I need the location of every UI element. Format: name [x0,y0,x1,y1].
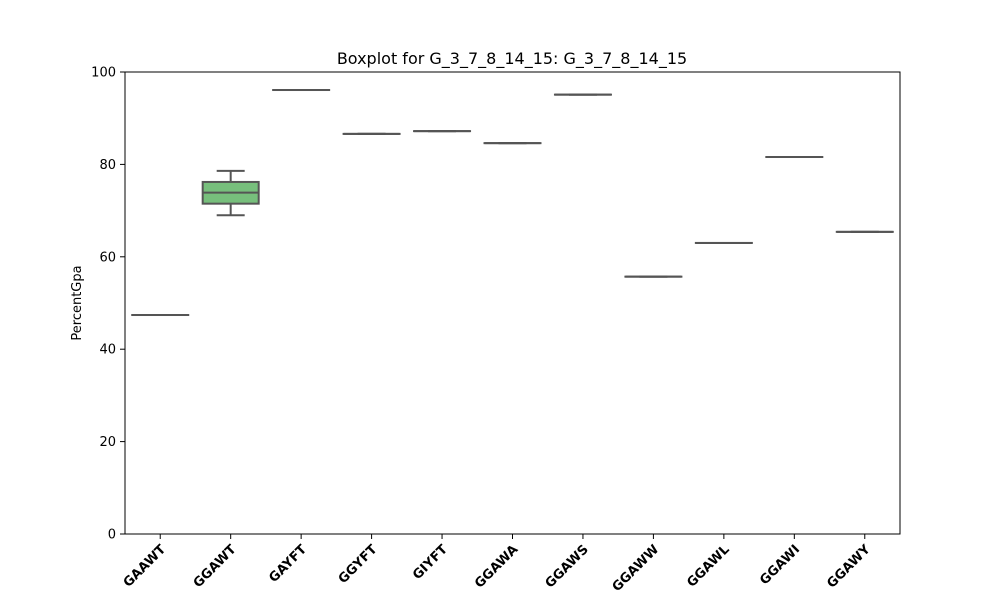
x-tick-label: GAYFT [266,542,310,586]
x-tick-label: GGAWY [824,542,874,592]
box-series [131,89,894,317]
x-tick-label: GGAWS [543,542,592,591]
x-tick-label: GGAWW [610,542,663,595]
x-tick-label: GGAWA [472,542,521,591]
plot-frame [124,71,901,535]
x-axis-ticks: GAAWT GGAWT GAYFT GGYFT GIYFT GGAWA GGAWS GGAWW… [121,534,874,595]
x-tick-label: GGAWL [684,542,732,590]
box-ggawt [201,169,260,217]
x-tick-label: GGAWI [757,542,803,588]
y-axis-label: PercentGpa [70,265,85,340]
y-tick-label: 60 [99,250,116,265]
y-axis-ticks: 0 20 40 60 80 100 [91,66,125,543]
x-tick-label: GGYFT [336,542,381,587]
x-tick-label: GAAWT [121,542,169,590]
y-tick-label: 0 [108,528,116,543]
y-tick-label: 100 [91,66,116,81]
y-tick-label: 80 [99,158,116,173]
y-tick-label: 40 [99,343,116,358]
x-tick-label: GIYFT [410,542,451,583]
x-tick-label: GGAWT [191,542,240,591]
y-tick-label: 20 [99,435,116,450]
chart-title: Boxplot for G_3_7_8_14_15: G_3_7_8_14_15 [337,49,687,69]
